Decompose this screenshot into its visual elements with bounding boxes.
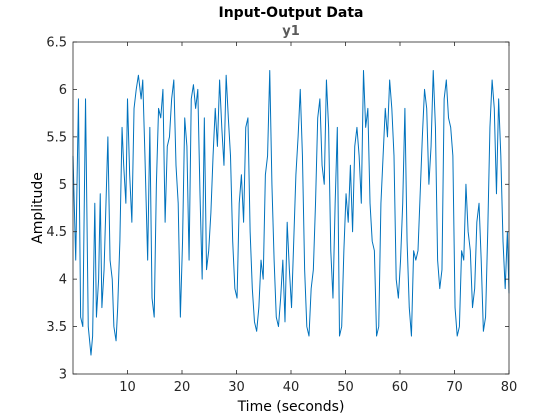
x-axis-label: Time (seconds) xyxy=(237,399,345,415)
y-tick-label: 4.5 xyxy=(46,225,67,240)
series-line-0 xyxy=(72,69,510,356)
chart-title: Input-Output Data xyxy=(219,5,364,21)
series-layer xyxy=(72,69,510,356)
y-tick-label: 5 xyxy=(59,178,67,193)
y-axis-ticks: 3 3.5 4 4.5 5 5.5 6 6.5 xyxy=(46,36,509,383)
y-tick-label: 5.5 xyxy=(46,130,67,145)
x-tick-label: 50 xyxy=(337,380,354,395)
y-tick-label: 3 xyxy=(59,368,67,383)
x-tick-label: 60 xyxy=(392,380,409,395)
x-tick-label: 30 xyxy=(228,380,245,395)
y-tick-label: 6 xyxy=(59,83,67,98)
y-axis-label: Amplitude xyxy=(30,172,46,244)
x-tick-label: 10 xyxy=(119,380,136,395)
x-axis-ticks: 10 20 30 40 50 60 70 80 xyxy=(119,42,517,395)
x-tick-label: 80 xyxy=(501,380,518,395)
y-tick-label: 3.5 xyxy=(46,320,67,335)
x-tick-label: 40 xyxy=(283,380,300,395)
chart-subtitle: y1 xyxy=(282,24,300,39)
x-tick-label: 70 xyxy=(446,380,463,395)
plot-area xyxy=(73,42,509,374)
y-tick-label: 6.5 xyxy=(46,36,67,51)
y-tick-label: 4 xyxy=(59,273,67,288)
x-tick-label: 20 xyxy=(174,380,191,395)
